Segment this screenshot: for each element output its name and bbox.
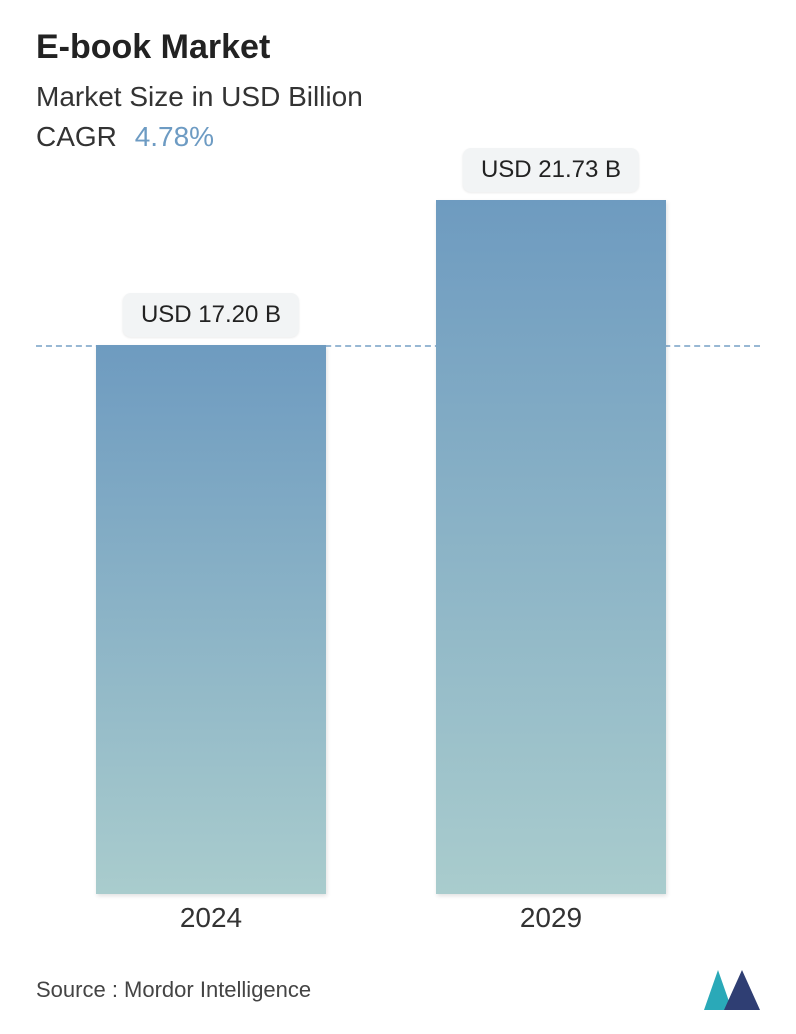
- x-label-2029: 2029: [436, 902, 666, 934]
- chart-subtitle: Market Size in USD Billion: [36, 81, 760, 113]
- chart-container: E-book Market Market Size in USD Billion…: [0, 0, 796, 1034]
- chart-area: USD 17.20 B USD 21.73 B: [36, 200, 760, 894]
- bars-group: USD 17.20 B USD 21.73 B: [36, 200, 760, 894]
- bar-fill: [96, 345, 326, 894]
- bar-2024: USD 17.20 B: [96, 345, 326, 894]
- bar-fill: [436, 200, 666, 894]
- cagr-label: CAGR: [36, 121, 117, 152]
- value-pill-2029: USD 21.73 B: [463, 148, 639, 192]
- cagr-value: 4.78%: [135, 121, 214, 152]
- chart-title: E-book Market: [36, 28, 760, 67]
- x-axis-labels: 2024 2029: [36, 902, 760, 942]
- x-label-2024: 2024: [96, 902, 326, 934]
- brand-logo-icon: [704, 970, 760, 1010]
- chart-footer: Source : Mordor Intelligence: [36, 970, 760, 1010]
- source-text: Source : Mordor Intelligence: [36, 977, 311, 1003]
- value-pill-2024: USD 17.20 B: [123, 293, 299, 337]
- bar-2029: USD 21.73 B: [436, 200, 666, 894]
- cagr-line: CAGR 4.78%: [36, 121, 760, 153]
